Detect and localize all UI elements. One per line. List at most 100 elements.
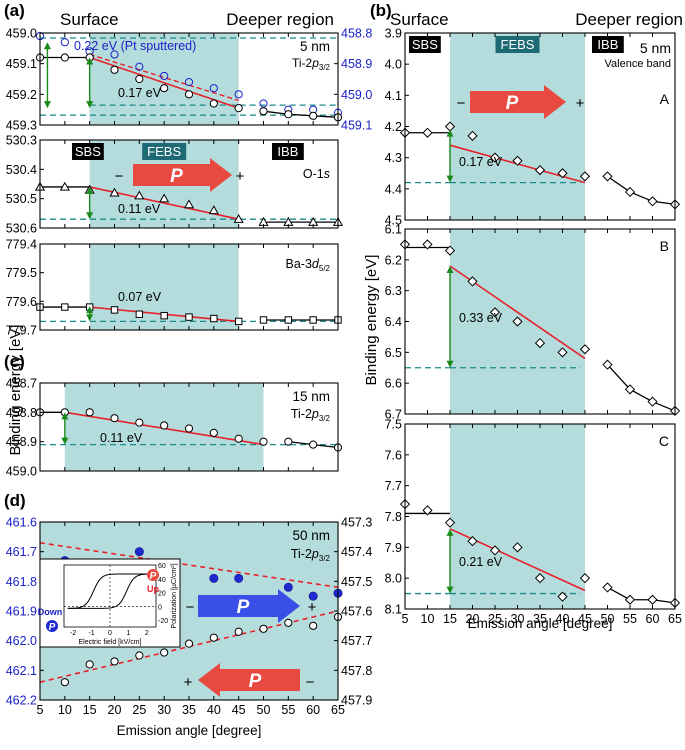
data-point-circle bbox=[184, 90, 194, 99]
inset-loop-branch bbox=[67, 573, 153, 609]
minus-sign: − bbox=[457, 95, 466, 112]
arrow-head bbox=[86, 314, 94, 322]
x-tick-label: 10 bbox=[58, 703, 72, 717]
polarization-arrow-label: P bbox=[506, 93, 519, 114]
orbital-part: p bbox=[311, 547, 319, 561]
orbital-part: Ti-2 bbox=[291, 547, 312, 561]
subpanel-letter: A bbox=[660, 91, 670, 107]
y-tick-label: 4.1 bbox=[385, 89, 402, 103]
data-point-circle bbox=[209, 99, 218, 108]
data-point-circle bbox=[85, 660, 94, 669]
data-point-blue-circle bbox=[135, 62, 144, 71]
depth-region-shade bbox=[450, 33, 585, 220]
data-point-diamond bbox=[422, 505, 433, 516]
data-point-circle bbox=[284, 437, 293, 446]
x-tick-label: 5 bbox=[402, 612, 409, 626]
data-point-diamond bbox=[489, 152, 501, 163]
x-tick-label: 20 bbox=[108, 703, 122, 717]
y-tick-label: 779.7 bbox=[6, 324, 37, 338]
data-point-circle bbox=[160, 648, 169, 657]
region-label-sbs: SBS bbox=[409, 36, 441, 53]
annotation-shift: 0.33 eV bbox=[459, 311, 503, 325]
polarization-arrow-shape bbox=[198, 589, 300, 623]
data-point-blue-circle bbox=[184, 77, 194, 87]
x-tick-label: 30 bbox=[157, 703, 171, 717]
y-tick-label: 7.5 bbox=[385, 418, 402, 432]
data-point-diamond bbox=[489, 307, 501, 318]
y-tick-label: 8.0 bbox=[385, 572, 402, 586]
inset-y-label: Polarization [µC/cm²] bbox=[171, 563, 178, 628]
data-point-circle bbox=[234, 104, 243, 113]
arrow-head bbox=[86, 57, 94, 65]
polarization-arrow-label: P bbox=[249, 671, 262, 692]
data-point-diamond bbox=[602, 582, 613, 593]
x-tick-label: 40 bbox=[556, 612, 570, 626]
data-point-triangle bbox=[109, 187, 120, 197]
annotation-shift: 0.11 eV bbox=[118, 202, 161, 216]
down-p-label: P bbox=[49, 622, 56, 633]
inset-x-tick-label: -1 bbox=[88, 630, 94, 637]
data-point-diamond bbox=[557, 591, 568, 602]
y-tick-label: 457.9 bbox=[341, 694, 372, 708]
region-label-sbs: SBS bbox=[72, 143, 104, 160]
annotation-shift: 0.21 eV bbox=[459, 555, 503, 569]
y-tick-label: 457.7 bbox=[341, 634, 372, 648]
data-point-square bbox=[160, 311, 168, 320]
data-point-diamond bbox=[647, 594, 658, 605]
y-tick-label: 459.3 bbox=[6, 119, 37, 133]
annotation-pt-sputtered: 0.22 eV (Pt sputtered) bbox=[74, 39, 196, 53]
data-point-diamond bbox=[534, 165, 546, 176]
data-point-triangle bbox=[59, 181, 70, 191]
depth-region-shade bbox=[89, 33, 239, 125]
minus-sign: − bbox=[306, 674, 315, 691]
y-tick-label: 458.9 bbox=[6, 435, 37, 449]
annotation-shift: 0.17 eV bbox=[459, 155, 503, 169]
y-tick-label: 6.1 bbox=[385, 223, 402, 237]
data-point-triangle bbox=[233, 213, 244, 223]
y-tick-label: 6.5 bbox=[385, 346, 402, 360]
thickness-label: 5 nm bbox=[640, 40, 671, 56]
region-label-text: SBS bbox=[75, 144, 101, 159]
thickness-label: 5 nm bbox=[300, 39, 330, 54]
panel-c: (c) 458.7 458.8 458.9 459.0 15 nm Ti-2p3/2 0.11… bbox=[4, 352, 343, 479]
data-point-square bbox=[61, 303, 69, 311]
data-point-square bbox=[234, 317, 243, 326]
region-label-ibb: IBB bbox=[592, 36, 624, 53]
region-label-text: IBB bbox=[277, 144, 298, 159]
region-label-text: SBS bbox=[412, 37, 438, 52]
up-p-label: P bbox=[150, 571, 157, 582]
y-tick-label: 4.3 bbox=[385, 151, 402, 165]
x-tick-label: 25 bbox=[488, 612, 502, 626]
y-tick-label: 7.9 bbox=[385, 541, 402, 555]
data-point-diamond bbox=[534, 573, 546, 584]
data-point-circle bbox=[85, 408, 94, 417]
data-point-diamond bbox=[512, 155, 523, 166]
y-tick-label: 7.7 bbox=[385, 479, 402, 493]
polarization-arrow-shape bbox=[198, 663, 300, 697]
data-point-square bbox=[309, 316, 317, 324]
annotation-shift: 0.07 eV bbox=[118, 290, 162, 304]
data-point-circle bbox=[284, 618, 293, 627]
y-tick-label: 458.7 bbox=[6, 377, 37, 391]
data-point-filled-circle bbox=[234, 573, 244, 583]
down-label: Down bbox=[38, 607, 63, 617]
x-tick-label: 55 bbox=[281, 703, 295, 717]
orbital-subscript: 3/2 bbox=[319, 554, 331, 563]
data-point-circle bbox=[135, 651, 144, 660]
data-point-blue-circle bbox=[160, 71, 169, 81]
x-tick-label: 40 bbox=[207, 703, 221, 717]
data-point-circle bbox=[110, 65, 119, 74]
inset-hysteresis: -2 -1 0 1 2 60 40 20 0 -20 Electric field [kV/cm] P… bbox=[38, 558, 181, 648]
orbital-subscript: 3/2 bbox=[319, 63, 331, 72]
x-axis-label: Emission angle [degree] bbox=[468, 616, 613, 631]
polarization-arrow: P bbox=[198, 663, 300, 697]
polarization-arrow-label: P bbox=[237, 597, 250, 618]
y-tick-label: 457.4 bbox=[341, 545, 372, 559]
plus-sign: + bbox=[576, 95, 585, 112]
data-point-square bbox=[110, 306, 119, 314]
orbital-subscript: 3/2 bbox=[319, 414, 331, 423]
data-point-triangle bbox=[159, 193, 170, 203]
data-point-diamond bbox=[647, 396, 658, 407]
data-point-circle bbox=[60, 53, 69, 62]
y-tick-label: 459.1 bbox=[6, 57, 37, 71]
